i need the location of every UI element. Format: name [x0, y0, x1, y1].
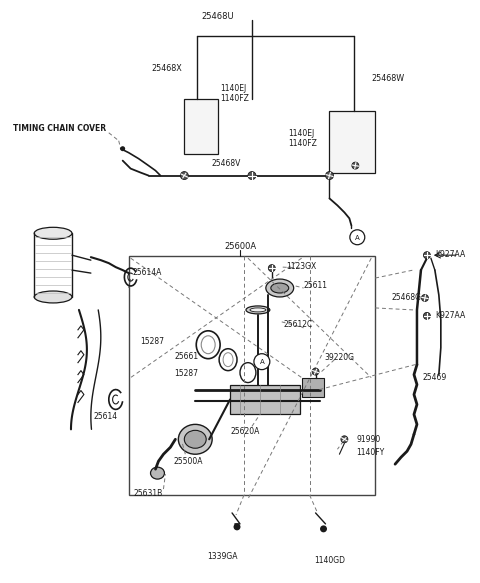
Circle shape [234, 524, 240, 531]
Text: 1123GX: 1123GX [286, 262, 316, 271]
Bar [129, 256, 375, 495]
Text: TIMING CHAIN COVER: TIMING CHAIN COVER [13, 124, 107, 134]
Text: 25612C: 25612C [284, 320, 313, 329]
Ellipse shape [34, 227, 72, 239]
Ellipse shape [266, 279, 294, 297]
Ellipse shape [184, 430, 206, 448]
Bar [230, 385, 300, 415]
Circle shape [350, 230, 365, 245]
Circle shape [352, 162, 359, 169]
Text: 15287: 15287 [141, 337, 165, 346]
Text: A: A [355, 235, 360, 241]
Circle shape [423, 312, 431, 319]
Circle shape [341, 436, 348, 442]
Text: A: A [260, 359, 264, 365]
Text: 91990: 91990 [356, 435, 381, 444]
Text: K927AA: K927AA [435, 250, 465, 259]
Bar [329, 111, 375, 173]
Text: 25469: 25469 [423, 373, 447, 382]
Text: 25611: 25611 [304, 280, 328, 290]
Ellipse shape [250, 308, 266, 312]
Text: 25614: 25614 [94, 412, 118, 421]
Circle shape [320, 525, 327, 532]
Text: K927AA: K927AA [435, 311, 465, 321]
Circle shape [423, 252, 431, 259]
Circle shape [180, 171, 188, 180]
Text: 1140FY: 1140FY [356, 448, 384, 456]
Text: 25661: 25661 [174, 352, 198, 361]
Text: 1140FZ: 1140FZ [288, 139, 317, 148]
Circle shape [120, 146, 125, 151]
Circle shape [268, 265, 276, 272]
Text: 25468W: 25468W [371, 73, 404, 83]
Text: 39220G: 39220G [324, 353, 355, 362]
Text: 1140FZ: 1140FZ [220, 94, 249, 103]
Ellipse shape [271, 283, 288, 293]
Bar [301, 378, 324, 398]
Text: 1140EJ: 1140EJ [220, 85, 246, 93]
Circle shape [312, 368, 319, 375]
Bar [184, 99, 218, 154]
Circle shape [421, 294, 429, 301]
Text: 25468V: 25468V [211, 159, 241, 168]
Circle shape [248, 171, 256, 180]
Text: 25600A: 25600A [224, 242, 256, 251]
Ellipse shape [179, 424, 212, 454]
Circle shape [325, 171, 334, 180]
Text: 1140GD: 1140GD [314, 556, 345, 565]
Text: 25620A: 25620A [230, 427, 260, 436]
Text: 15287: 15287 [174, 369, 198, 378]
Text: 1339GA: 1339GA [207, 552, 237, 561]
Ellipse shape [246, 306, 270, 314]
Text: 25631B: 25631B [134, 489, 163, 497]
Text: 1140EJ: 1140EJ [288, 129, 314, 138]
Text: 25468G: 25468G [391, 293, 421, 303]
Text: 25468U: 25468U [202, 12, 234, 21]
Text: 25614A: 25614A [132, 268, 162, 276]
Text: 25500A: 25500A [174, 456, 203, 466]
Ellipse shape [34, 291, 72, 303]
Circle shape [254, 354, 270, 370]
Text: 25468X: 25468X [151, 64, 182, 72]
Ellipse shape [151, 467, 165, 479]
